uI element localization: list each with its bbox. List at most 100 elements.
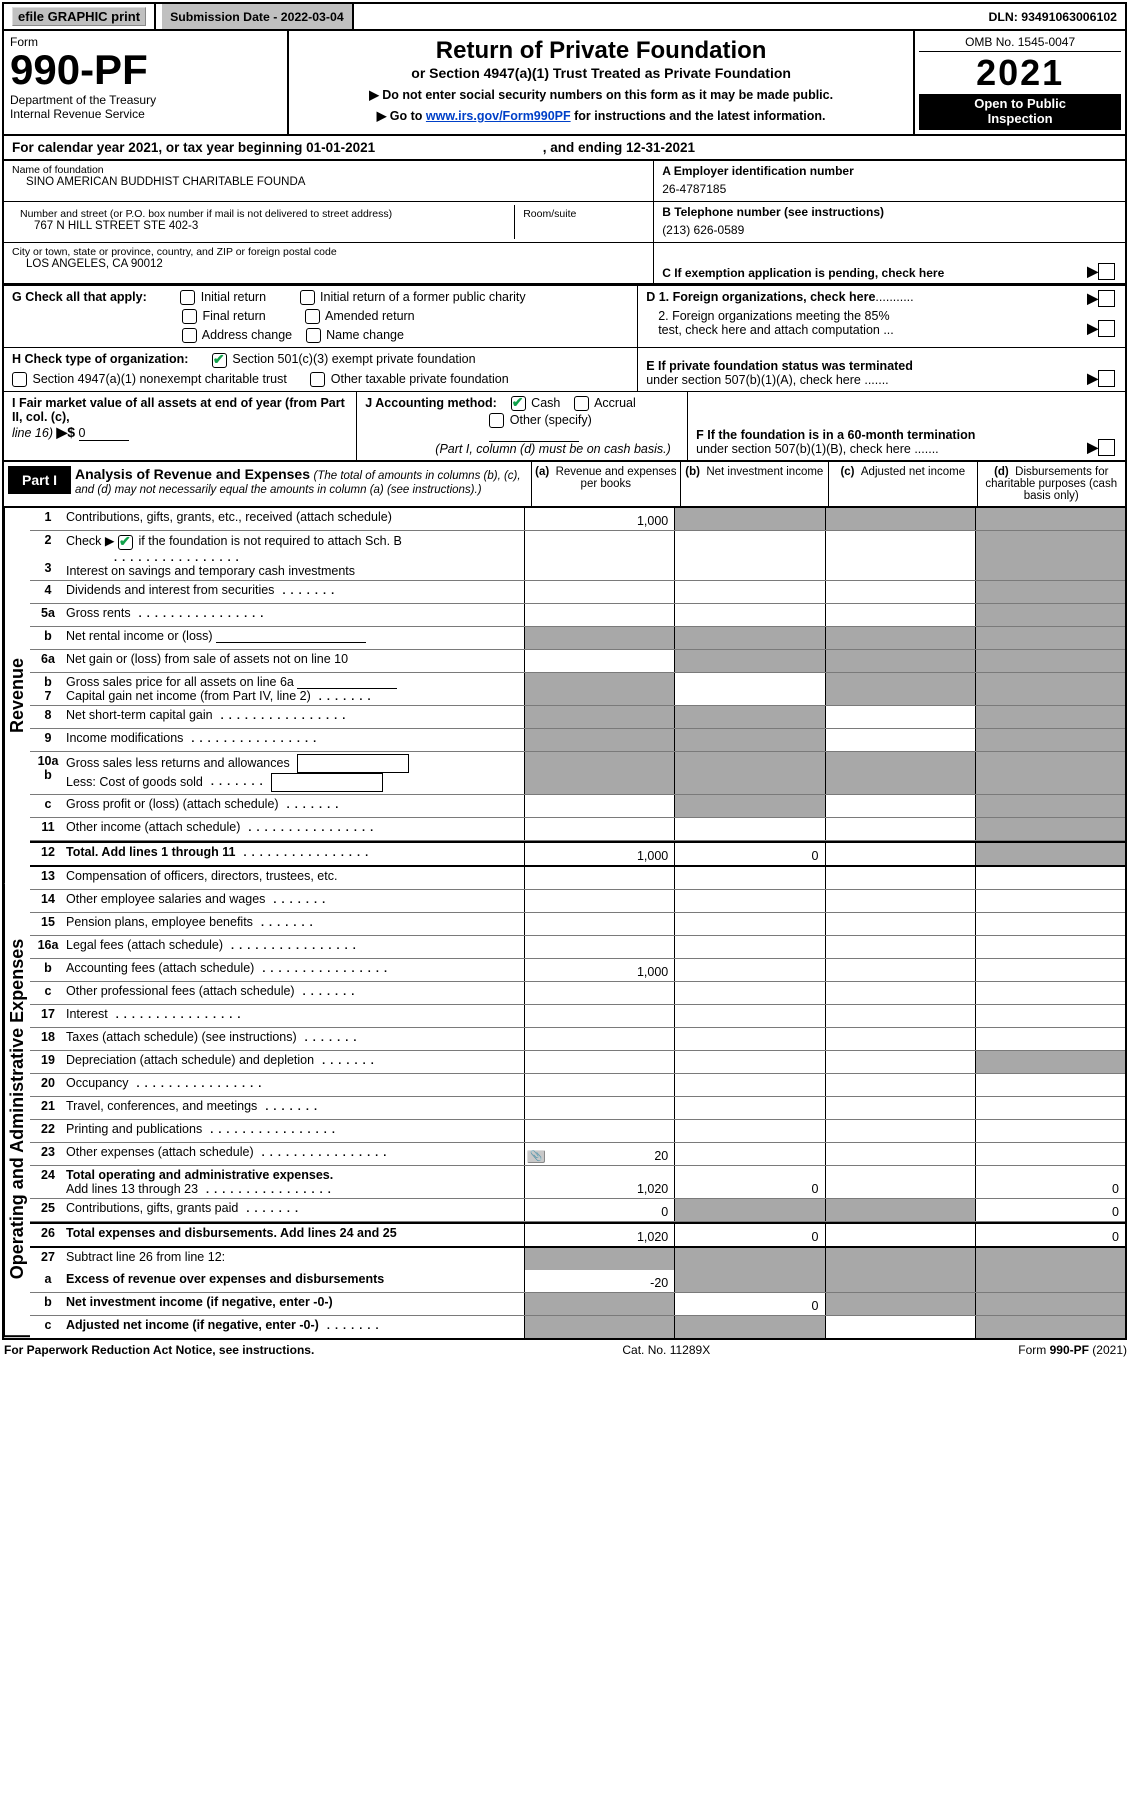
col-c-header: (c) Adjusted net income (828, 462, 976, 506)
h-4947-checkbox[interactable] (12, 372, 27, 387)
j-other-checkbox[interactable] (489, 413, 504, 428)
l9-desc: Income modifications (66, 729, 524, 751)
section-h-e: H Check type of organization: Section 50… (2, 347, 1127, 390)
name-row: Name of foundation SINO AMERICAN BUDDHIS… (4, 161, 653, 202)
g-namechg-checkbox[interactable] (306, 328, 321, 343)
line-2-3: 23 Check ▶ if the foundation is not requ… (30, 531, 1125, 580)
l5a-desc: Gross rents (66, 604, 524, 626)
l6b-7-desc: Gross sales price for all assets on line… (66, 673, 524, 705)
l2-checkbox[interactable] (118, 535, 133, 550)
attachment-icon[interactable]: 📎 (527, 1150, 545, 1163)
l25-desc: Contributions, gifts, grants paid (66, 1199, 524, 1221)
d1-checkbox[interactable] (1098, 290, 1115, 307)
header-right: OMB No. 1545-0047 2021 Open to Public In… (915, 31, 1125, 134)
line-8: 8Net short-term capital gain (30, 706, 1125, 729)
section-i-j-f: I Fair market value of all assets at end… (2, 391, 1127, 462)
submission-date-label: Submission Date - 2022-03-04 (162, 4, 354, 29)
line-16c: cOther professional fees (attach schedul… (30, 982, 1125, 1005)
d2-label-b: test, check here and attach computation … (658, 323, 894, 337)
e-checkbox[interactable] (1098, 370, 1115, 387)
form-note2: ▶ Go to www.irs.gov/Form990PF for instru… (301, 108, 901, 123)
foundation-name: SINO AMERICAN BUDDHIST CHARITABLE FOUNDA (12, 176, 645, 188)
h-501c3-label: Section 501(c)(3) exempt private foundat… (232, 352, 475, 366)
g-addrchg-checkbox[interactable] (182, 328, 197, 343)
l3-col-a (524, 531, 674, 579)
l3-col-b (674, 531, 824, 579)
address-row: Number and street (or P.O. box number if… (4, 202, 653, 243)
l26-desc: Total expenses and disbursements. Add li… (66, 1224, 524, 1246)
header-middle: Return of Private Foundation or Section … (289, 31, 915, 134)
arrow-icon: ▶ (1087, 320, 1098, 337)
arrow-icon: ▶ (1087, 439, 1098, 456)
efile-print-button[interactable]: efile GRAPHIC print (12, 7, 146, 26)
f-checkbox[interactable] (1098, 439, 1115, 456)
cal-end: , and ending 12-31-2021 (543, 140, 695, 155)
l23-desc: Other expenses (attach schedule) (66, 1143, 524, 1165)
form-number: 990-PF (10, 49, 279, 91)
arrow-icon: ▶$ (56, 424, 75, 440)
l27-desc: Subtract line 26 from line 12: (66, 1248, 524, 1270)
col-a-header: (a) Revenue and expenses per books (531, 462, 679, 506)
city-label: City or town, state or province, country… (12, 246, 645, 258)
l20-desc: Occupancy (66, 1074, 524, 1096)
arrow-icon: ▶ (1087, 370, 1098, 387)
l1-col-b (674, 508, 824, 530)
part1-title: Analysis of Revenue and Expenses (75, 466, 310, 482)
l24-col-a: 1,020 (524, 1166, 674, 1198)
entity-info: Name of foundation SINO AMERICAN BUDDHIS… (2, 161, 1127, 285)
line-21: 21Travel, conferences, and meetings (30, 1097, 1125, 1120)
line-23: 23Other expenses (attach schedule) 📎20 (30, 1143, 1125, 1166)
g-final-checkbox[interactable] (182, 309, 197, 324)
line-25: 25Contributions, gifts, grants paid 0 0 (30, 1199, 1125, 1222)
line-10c: cGross profit or (loss) (attach schedule… (30, 795, 1125, 818)
g-initial-checkbox[interactable] (180, 290, 195, 305)
h-section: H Check type of organization: Section 50… (4, 348, 637, 390)
c-checkbox[interactable] (1098, 263, 1115, 280)
l1-col-c (825, 508, 975, 530)
irs-link[interactable]: www.irs.gov/Form990PF (426, 109, 571, 123)
i-line16: line 16) (12, 426, 53, 440)
g-amended-checkbox[interactable] (305, 309, 320, 324)
d1-label: D 1. Foreign organizations, check here (646, 290, 875, 304)
revenue-side-label: Revenue (4, 508, 30, 883)
g-amended-label: Amended return (325, 309, 415, 323)
h-501c3-checkbox[interactable] (212, 353, 227, 368)
line-16b: bAccounting fees (attach schedule) 1,000 (30, 959, 1125, 982)
line-11: 11Other income (attach schedule) (30, 818, 1125, 841)
h-4947-label: Section 4947(a)(1) nonexempt charitable … (32, 372, 286, 386)
c-label: C If exemption application is pending, c… (662, 266, 1087, 280)
l1-desc: Contributions, gifts, grants, etc., rece… (66, 508, 524, 530)
i-value: 0 (79, 426, 129, 441)
l8-desc: Net short-term capital gain (66, 706, 524, 728)
j-accrual-checkbox[interactable] (574, 396, 589, 411)
h-lead: H Check type of organization: (12, 352, 188, 366)
l16c-desc: Other professional fees (attach schedule… (66, 982, 524, 1004)
e-section: E If private foundation status was termi… (637, 348, 1125, 390)
page-footer: For Paperwork Reduction Act Notice, see … (2, 1340, 1127, 1357)
room-suite-label: Room/suite (515, 205, 645, 239)
d2-checkbox[interactable] (1098, 320, 1115, 337)
ein-label: A Employer identification number (662, 164, 1117, 178)
inspect-l2: Inspection (988, 111, 1053, 126)
l21-desc: Travel, conferences, and meetings (66, 1097, 524, 1119)
l5b-desc: Net rental income or (loss) (66, 627, 524, 649)
c-row: C If exemption application is pending, c… (654, 243, 1125, 283)
line-15: 15Pension plans, employee benefits (30, 913, 1125, 936)
line-24: 24 Total operating and administrative ex… (30, 1166, 1125, 1199)
l16a-desc: Legal fees (attach schedule) (66, 936, 524, 958)
f-label-1: F If the foundation is in a 60-month ter… (696, 428, 975, 442)
d2-label-a: 2. Foreign organizations meeting the 85% (658, 309, 889, 323)
line-27: 27Subtract line 26 from line 12: (30, 1248, 1125, 1270)
l10c-desc: Gross profit or (loss) (attach schedule) (66, 795, 524, 817)
j-cash-checkbox[interactable] (511, 396, 526, 411)
h-other-checkbox[interactable] (310, 372, 325, 387)
j-lead: J Accounting method: (365, 396, 496, 410)
g-namechg-label: Name change (326, 328, 404, 342)
j-accrual-label: Accrual (594, 396, 636, 410)
g-initial-former-checkbox[interactable] (300, 290, 315, 305)
line-27b: bNet investment income (if negative, ent… (30, 1293, 1125, 1316)
l27a-desc: Excess of revenue over expenses and disb… (66, 1270, 524, 1292)
i-label: I Fair market value of all assets at end… (12, 396, 345, 424)
ein-row: A Employer identification number 26-4787… (654, 161, 1125, 202)
l24-col-d: 0 (975, 1166, 1125, 1198)
